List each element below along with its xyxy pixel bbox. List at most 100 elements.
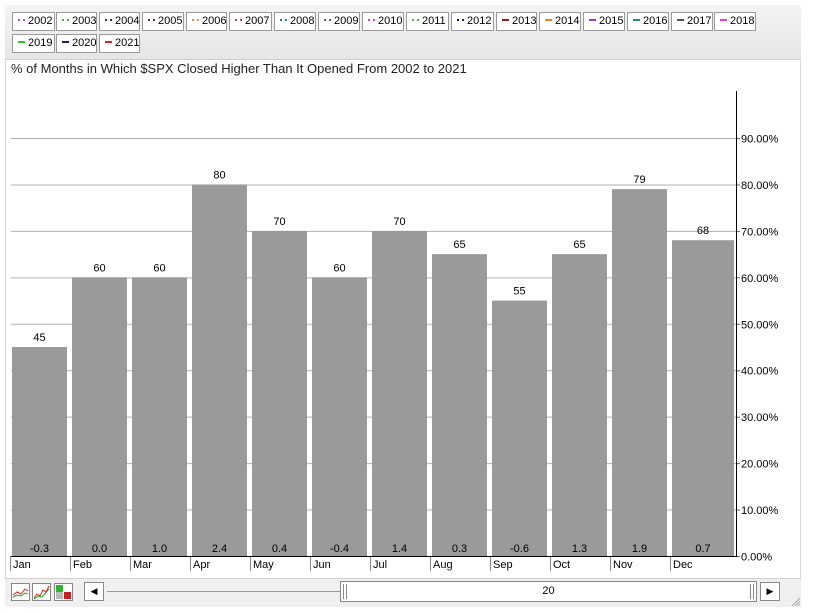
legend-swatch [368, 19, 375, 22]
legend-swatch [412, 19, 419, 22]
legend-swatch [589, 19, 596, 22]
legend-swatch [18, 19, 25, 22]
legend-label: 2014 [555, 15, 580, 27]
y-tick-label: 80.00% [741, 180, 779, 192]
legend-swatch [633, 19, 640, 22]
legend-swatch [62, 41, 69, 44]
legend-item-2007[interactable]: 2007 [229, 12, 272, 31]
legend-item-2021[interactable]: 2021 [99, 34, 140, 53]
legend-item-2012[interactable]: 2012 [451, 12, 494, 31]
y-tick-label: 90.00% [741, 134, 779, 146]
bar-jan [12, 347, 67, 556]
legend-label: 2002 [28, 15, 53, 27]
legend-item-2006[interactable]: 2006 [186, 12, 227, 31]
seasonality-chart-type-icon[interactable] [54, 583, 73, 601]
legend-label: 2015 [599, 15, 624, 27]
legend-swatch [105, 19, 112, 22]
bar-value-label: 55 [513, 286, 525, 298]
bar-value-label: 70 [273, 216, 285, 228]
performance-chart-type-icon[interactable] [32, 583, 51, 601]
chart-title: % of Months in Which $SPX Closed Higher … [11, 61, 467, 76]
x-tick-label: Feb [73, 559, 92, 571]
legend-label: 2016 [643, 15, 668, 27]
legend-swatch [720, 19, 727, 22]
bar-change-label: -0.6 [510, 543, 529, 555]
bar-value-label: 60 [153, 262, 165, 274]
legend-item-2017[interactable]: 2017 [671, 12, 713, 31]
x-tick-label: Sep [493, 559, 513, 571]
x-tick-label: Jun [313, 559, 331, 571]
bar-apr [192, 184, 247, 557]
bar-jun [312, 277, 367, 556]
year-range-slider[interactable]: 20 [340, 581, 757, 602]
bar-change-label: 0.3 [452, 543, 467, 555]
y-tick-label: 30.00% [741, 412, 779, 424]
legend-item-2014[interactable]: 2014 [539, 12, 581, 31]
y-tick-label: 60.00% [741, 273, 779, 285]
line-chart-type-icon[interactable] [11, 583, 30, 601]
legend-label: 2012 [467, 15, 492, 27]
legend-swatch [148, 19, 155, 22]
legend-item-2019[interactable]: 2019 [12, 34, 55, 53]
legend-label: 2019 [28, 37, 53, 49]
legend-item-2004[interactable]: 2004 [99, 12, 140, 31]
bar-value-label: 80 [213, 169, 225, 181]
legend-item-2009[interactable]: 2009 [318, 12, 360, 31]
legend-swatch [235, 19, 242, 22]
legend-item-2008[interactable]: 2008 [274, 12, 316, 31]
resize-grip-icon[interactable] [790, 596, 800, 606]
bar-change-label: -0.3 [30, 543, 49, 555]
legend-label: 2013 [512, 15, 537, 27]
legend-label: 2008 [290, 15, 315, 27]
legend-item-2011[interactable]: 2011 [406, 12, 449, 31]
bar-change-label: 2.4 [212, 543, 227, 555]
x-tick-label: Oct [553, 559, 570, 571]
slider-right-arrow[interactable]: ▶ [760, 582, 780, 601]
legend-swatch [192, 19, 199, 22]
bar-value-label: 70 [393, 216, 405, 228]
bar-may [252, 230, 307, 557]
x-tick-label: Jan [13, 559, 31, 571]
y-tick-label: 40.00% [741, 366, 779, 378]
slider-track[interactable] [107, 591, 340, 592]
bar-value-label: 65 [573, 239, 585, 251]
legend-label: 2010 [378, 15, 403, 27]
legend-item-2018[interactable]: 2018 [714, 12, 756, 31]
legend-item-2010[interactable]: 2010 [362, 12, 404, 31]
legend-item-2013[interactable]: 2013 [496, 12, 537, 31]
legend-swatch [457, 19, 464, 22]
bar-change-label: 1.3 [572, 543, 587, 555]
bar-sep [492, 300, 547, 556]
x-tick-label: Apr [193, 559, 210, 571]
legend-item-2003[interactable]: 2003 [56, 12, 97, 31]
legend-item-2020[interactable]: 2020 [56, 34, 97, 53]
legend-item-2002[interactable]: 2002 [12, 12, 55, 31]
x-tick-label: Dec [673, 559, 693, 571]
x-tick-label: Aug [433, 559, 453, 571]
legend-label: 2017 [687, 15, 712, 27]
legend-item-2015[interactable]: 2015 [583, 12, 625, 31]
legend-item-2016[interactable]: 2016 [627, 12, 669, 31]
bar-value-label: 60 [333, 262, 345, 274]
legend-label: 2018 [730, 15, 755, 27]
y-tick-label: 20.00% [741, 459, 779, 471]
y-tick-label: 10.00% [741, 505, 779, 517]
legend-label: 2009 [334, 15, 359, 27]
bar-value-label: 79 [633, 174, 645, 186]
legend-swatch [324, 19, 331, 22]
y-tick-label: 0.00% [741, 552, 772, 564]
bar-change-label: 0.4 [272, 543, 287, 555]
legend-swatch [280, 19, 287, 22]
bar-change-label: 1.4 [392, 543, 407, 555]
bar-value-label: 65 [453, 239, 465, 251]
slider-left-arrow[interactable]: ◀ [84, 582, 104, 601]
legend-item-2005[interactable]: 2005 [142, 12, 184, 31]
legend-label: 2021 [115, 37, 140, 49]
legend-swatch [62, 19, 69, 22]
x-tick-label: May [253, 559, 274, 571]
bar-value-label: 45 [33, 332, 45, 344]
bar-change-label: 0.7 [695, 543, 710, 555]
bar-value-label: 60 [93, 262, 105, 274]
bar-feb [72, 277, 127, 556]
